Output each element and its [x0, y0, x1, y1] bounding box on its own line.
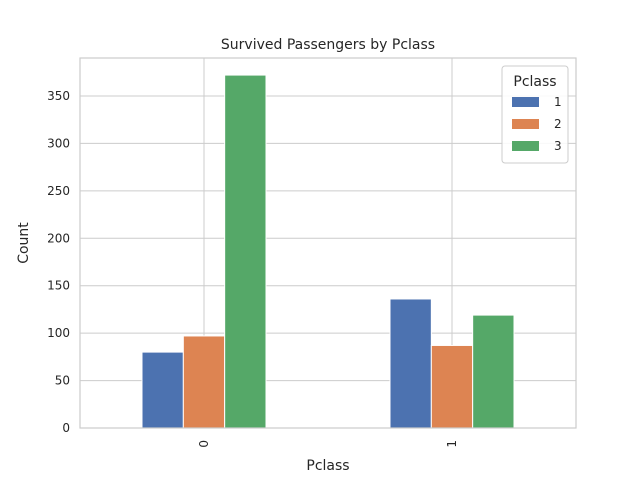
y-axis-label: Count — [16, 222, 32, 264]
y-tick-label: 50 — [55, 374, 70, 388]
bar-series-1-cat-0 — [141, 351, 184, 429]
x-axis-label: Pclass — [306, 458, 349, 474]
bar-series-2-cat-1 — [430, 344, 474, 429]
legend-label-2: 2 — [554, 117, 562, 131]
chart-title: Survived Passengers by Pclass — [221, 37, 435, 53]
x-tick-label: 1 — [445, 440, 459, 448]
y-tick-label: 150 — [47, 279, 70, 293]
legend-items: 1 2 3 — [512, 95, 562, 153]
legend-box — [501, 65, 569, 164]
y-tick-label: 200 — [47, 231, 70, 245]
y-tick-label: 0 — [62, 421, 70, 435]
bar-series-3-cat-0 — [224, 74, 267, 429]
legend-label-3: 3 — [554, 139, 562, 153]
legend-label-1: 1 — [554, 95, 562, 109]
bars — [141, 74, 515, 429]
legend-swatch-2 — [512, 119, 539, 129]
legend-swatch-1 — [512, 97, 539, 107]
y-tick-label: 300 — [47, 136, 70, 150]
y-tick-labels: 0 50 100 150 200 250 300 350 — [47, 89, 70, 435]
bar-series-2-cat-0 — [182, 335, 226, 429]
bar-series-3-cat-1 — [472, 314, 515, 429]
plot-frame — [79, 57, 577, 429]
bar-series-1-cat-1 — [389, 298, 432, 429]
x-tick-label: 0 — [197, 440, 211, 448]
legend: Pclass 1 2 3 — [501, 65, 569, 164]
y-tick-label: 250 — [47, 184, 70, 198]
y-tick-label: 350 — [47, 89, 70, 103]
legend-swatch-3 — [512, 141, 539, 151]
y-tick-label: 100 — [47, 326, 70, 340]
legend-title: Pclass — [513, 74, 556, 90]
